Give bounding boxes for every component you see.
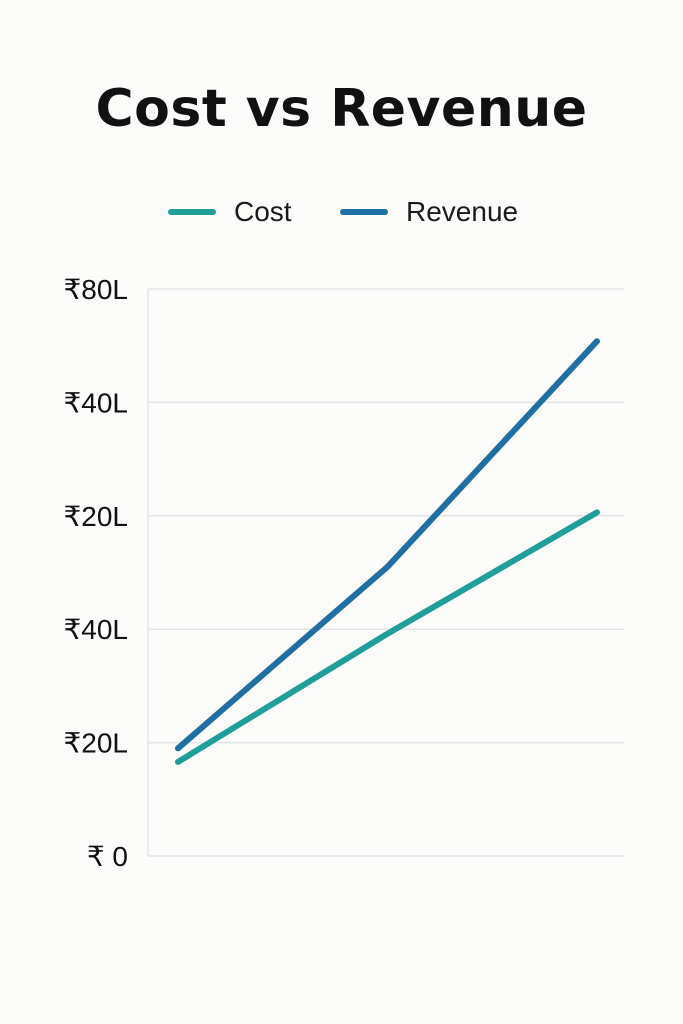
series-line-revenue	[175, 338, 600, 752]
legend-swatch-cost	[168, 209, 216, 215]
y-tick-label: ₹80L	[63, 274, 128, 305]
series-line-cost	[175, 509, 600, 765]
legend-label-cost: Cost	[234, 196, 292, 227]
y-tick-label: ₹ 0	[87, 841, 128, 872]
legend-item-revenue: Revenue	[340, 192, 518, 232]
y-tick-label: ₹20L	[63, 501, 128, 532]
chart-title: Cost vs Revenue	[95, 79, 588, 139]
chart-legend: Cost Revenue	[0, 192, 683, 232]
legend-label-revenue: Revenue	[406, 196, 519, 227]
y-tick-label: ₹20L	[63, 728, 128, 759]
legend-item-cost: Cost	[168, 192, 292, 232]
y-tick-label: ₹40L	[63, 387, 128, 418]
legend-swatch-revenue	[340, 209, 388, 215]
y-tick-label: ₹40L	[63, 614, 128, 645]
